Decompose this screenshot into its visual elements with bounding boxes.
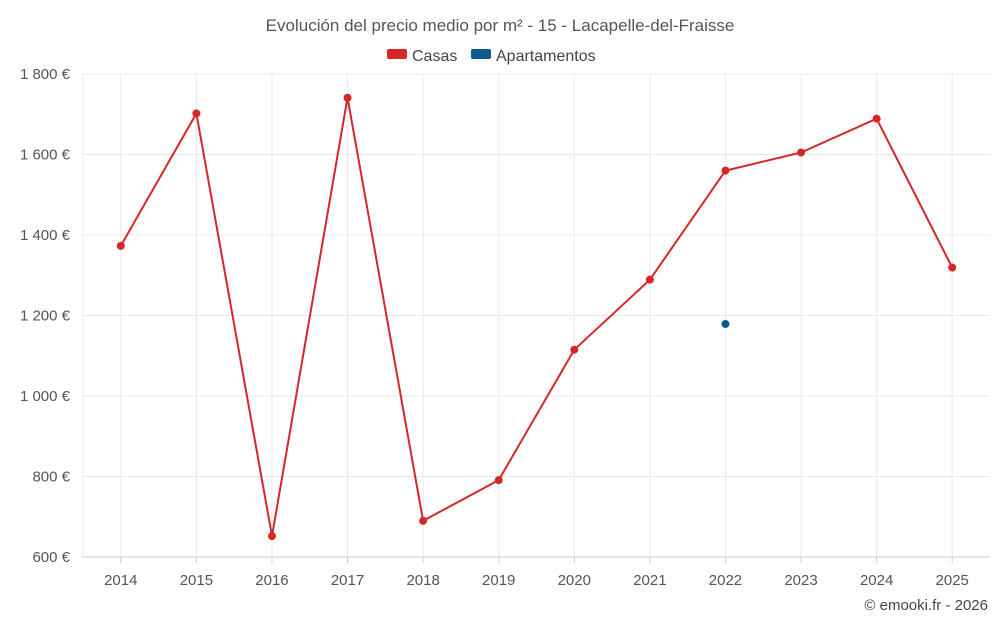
legend-label-apartamentos[interactable]: Apartamentos [496,48,596,65]
data-point-casas[interactable] [570,345,579,354]
legend: Casas Apartamentos [387,48,596,65]
legend-swatch-casas[interactable] [387,49,407,59]
x-tick-label: 2023 [784,572,817,589]
x-tick-label: 2016 [255,572,288,589]
y-tick-label: 800 € [32,469,70,486]
x-tick-label: 2021 [633,572,666,589]
x-tick-label: 2019 [482,572,515,589]
x-tick-label: 2020 [558,572,591,589]
series-casas [116,93,957,541]
x-tick-label: 2015 [180,572,213,589]
y-tick-label: 1 000 € [20,388,71,405]
data-point-casas[interactable] [419,516,428,525]
x-tick-label: 2014 [104,572,137,589]
y-tick-label: 1 400 € [20,227,71,244]
x-tick-label: 2018 [406,572,439,589]
chart-title: Evolución del precio medio por m² - 15 -… [266,16,735,35]
legend-label-casas[interactable]: Casas [412,48,457,65]
data-point-casas[interactable] [192,109,201,118]
x-tick-label: 2024 [860,572,893,589]
data-point-casas[interactable] [343,93,352,102]
x-tick-label: 2017 [331,572,364,589]
axes: 600 € 800 € 1 000 € 1 200 € 1 400 € 1 600 € 1 … [20,66,969,589]
series-apartamentos [721,319,730,328]
y-tick-label: 1 200 € [20,308,71,325]
data-point-casas[interactable] [872,114,881,123]
legend-swatch-apartamentos[interactable] [471,49,491,59]
x-tick-label: 2025 [936,572,969,589]
data-point-casas[interactable] [645,275,654,284]
data-point-casas[interactable] [267,532,276,541]
data-point-casas[interactable] [116,241,125,250]
y-tick-label: 600 € [32,549,70,566]
x-tick-label: 2022 [709,572,742,589]
series [116,93,957,541]
data-point-casas[interactable] [797,148,806,157]
y-tick-label: 1 600 € [20,147,71,164]
data-point-casas[interactable] [494,476,503,485]
grid [83,73,990,558]
series-line-casas [119,96,954,538]
y-tick-label: 1 800 € [20,66,71,83]
data-point-apartamentos[interactable] [721,319,730,328]
data-point-casas[interactable] [721,166,730,175]
credit-text: © emooki.fr - 2026 [864,597,988,614]
data-point-casas[interactable] [948,263,957,272]
